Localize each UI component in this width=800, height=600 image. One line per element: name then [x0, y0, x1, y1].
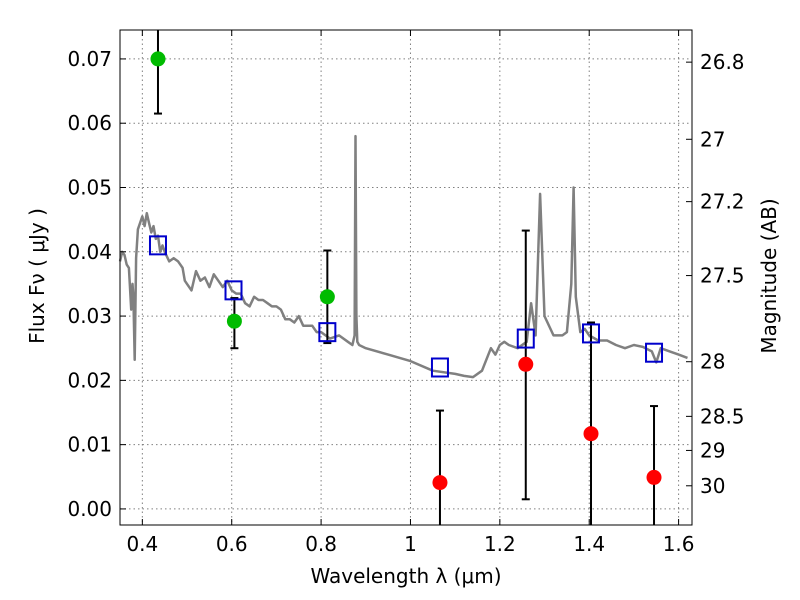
- data-point-square: [582, 323, 601, 344]
- y2-tick-label: 27.5: [700, 264, 745, 288]
- plot-frame: [119, 29, 693, 526]
- data-point-square: [148, 235, 167, 256]
- data-point-circle: [646, 469, 662, 485]
- model-spectrum-line: [118, 134, 688, 379]
- y2-tick-label: 27.2: [700, 190, 745, 214]
- data-point-circle: [226, 313, 242, 329]
- y-axis-label: Flux Fν ( μJy ): [25, 208, 49, 344]
- data-point-circle: [432, 475, 448, 491]
- y-tick-label: 0.07: [67, 47, 112, 71]
- y2-tick-label: 29: [700, 438, 725, 462]
- data-point-square: [516, 328, 535, 349]
- y-tick-label: 0.02: [67, 368, 112, 392]
- y2-tick-label: 28: [700, 350, 725, 374]
- x-tick-label: 0.6: [216, 532, 248, 556]
- x-tick-label: 0.4: [126, 532, 158, 556]
- x-axis-label: Wavelength λ (μm): [310, 564, 501, 588]
- y-tick-label: 0.01: [67, 433, 112, 457]
- data-markers: [148, 51, 664, 491]
- y-tick-label: 0.06: [67, 111, 112, 135]
- data-point-circle: [518, 356, 534, 372]
- data-point-circle: [319, 289, 335, 305]
- x-tick-label: 1.6: [663, 532, 695, 556]
- data-point-circle: [150, 51, 166, 67]
- y-tick-label: 0.00: [67, 497, 112, 521]
- x-tick-label: 1.4: [573, 532, 605, 556]
- x-tick-label: 1.2: [484, 532, 516, 556]
- grid-lines: [120, 30, 692, 525]
- y2-tick-label: 30: [700, 474, 725, 498]
- y2-axis-label: Magnitude (AB): [757, 198, 781, 353]
- data-point-square: [430, 357, 449, 378]
- model-spectrum: [118, 134, 688, 379]
- x-tick-label: 1: [404, 532, 417, 556]
- y2-tick-label: 26.8: [700, 50, 745, 74]
- y-tick-label: 0.03: [67, 304, 112, 328]
- data-point-square: [318, 322, 337, 343]
- axis-ticks: 0.4 0.6 0.8 1 1.2 1.4 1.6 0.00 0.01 0.02 0.03 0.04 0…: [67, 30, 745, 556]
- data-point-square: [224, 280, 243, 301]
- x-tick-label: 0.8: [305, 532, 337, 556]
- data-point-circle: [583, 426, 599, 442]
- y2-tick-label: 27: [700, 127, 725, 151]
- y2-tick-label: 28.5: [700, 404, 745, 428]
- y-tick-label: 0.04: [67, 240, 112, 264]
- y-tick-label: 0.05: [67, 176, 112, 200]
- data-point-square: [645, 342, 664, 363]
